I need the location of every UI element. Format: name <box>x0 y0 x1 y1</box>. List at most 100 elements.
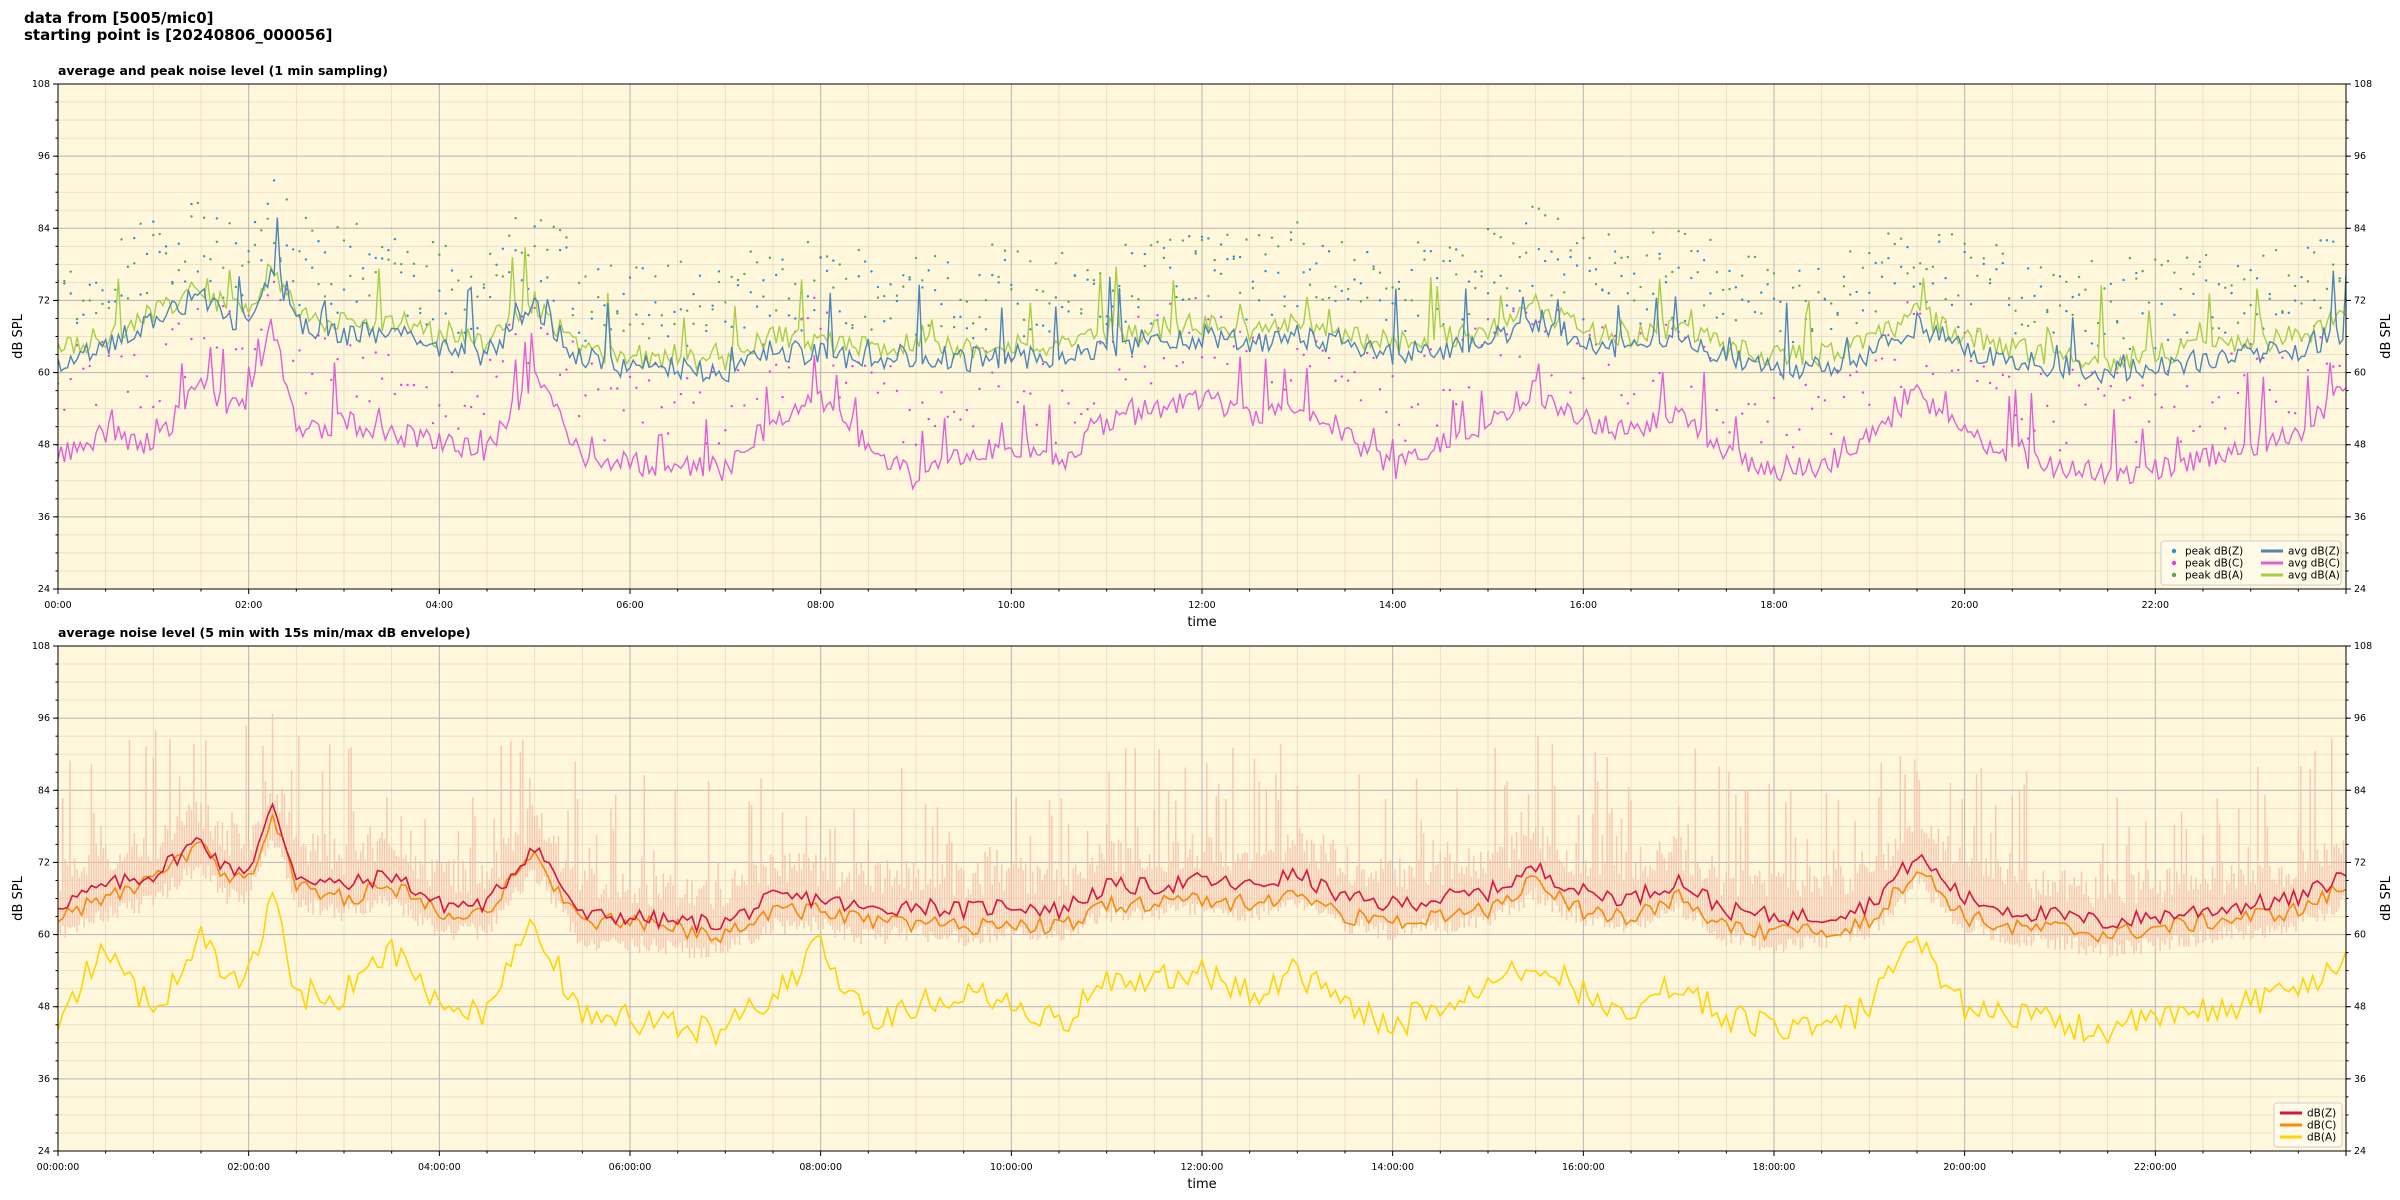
peak-point <box>1524 222 1528 225</box>
peak-point <box>1696 249 1699 253</box>
peak-point <box>323 251 327 254</box>
peak-point <box>2128 396 2132 399</box>
peak-point <box>1149 244 1153 247</box>
peak-point <box>330 302 333 306</box>
peak-point <box>1976 379 1979 383</box>
peak-point <box>1461 254 1464 257</box>
peak-point <box>2224 427 2227 430</box>
y-tick-label: 48 <box>38 1002 50 1013</box>
peak-point <box>1346 287 1350 291</box>
peak-point <box>126 390 130 394</box>
peak-point <box>2033 294 2036 298</box>
peak-point <box>469 405 473 409</box>
peak-point <box>120 238 123 241</box>
peak-point <box>69 292 72 295</box>
peak-point <box>482 283 486 286</box>
peak-point <box>755 305 759 308</box>
peak-point <box>387 248 390 252</box>
peak-point <box>806 295 810 298</box>
start-line: starting point is [20240806_000056] <box>24 26 333 44</box>
peak-point <box>431 318 435 321</box>
peak-point <box>1175 364 1178 368</box>
y-tick-label-right: 84 <box>2354 785 2366 796</box>
peak-point <box>616 387 619 390</box>
peak-point <box>419 307 422 310</box>
peak-point <box>94 311 98 315</box>
peak-point <box>1785 433 1788 437</box>
legend-label: avg dB(A) <box>2288 570 2340 582</box>
peak-point <box>743 272 746 276</box>
peak-point <box>1137 306 1140 309</box>
peak-point <box>228 222 231 225</box>
peak-point <box>1118 284 1121 288</box>
peak-point <box>711 370 714 374</box>
peak-point <box>1213 269 1216 272</box>
peak-point <box>1836 313 1839 317</box>
peak-point <box>183 376 187 379</box>
peak-point <box>406 314 409 317</box>
peak-point <box>1054 441 1058 445</box>
peak-point <box>1652 379 1655 382</box>
peak-point <box>749 250 752 253</box>
peak-point <box>2007 303 2011 307</box>
peak-point <box>965 300 969 303</box>
y-tick-label-right: 48 <box>2354 1002 2366 1013</box>
x-tick-label: 00:00:00 <box>37 1162 80 1173</box>
peak-point <box>527 362 530 365</box>
peak-point <box>2071 368 2074 371</box>
peak-point <box>2065 309 2068 313</box>
peak-point <box>2332 263 2335 266</box>
peak-point <box>577 281 581 284</box>
peak-point <box>2192 292 2195 296</box>
peak-point <box>2135 440 2138 444</box>
y-axis-label: dB SPL <box>11 313 26 358</box>
peak-point <box>323 295 327 298</box>
peak-point <box>2249 303 2252 307</box>
peak-point <box>2319 306 2322 310</box>
data-layer <box>58 713 2346 1047</box>
y-tick-label-right: 60 <box>2354 368 2366 379</box>
peak-point <box>2090 259 2093 263</box>
peak-point <box>660 324 663 327</box>
peak-point <box>2141 312 2144 315</box>
peak-point <box>336 357 339 361</box>
peak-point <box>832 259 835 262</box>
peak-point <box>1772 272 1776 275</box>
peak-point <box>1601 326 1604 329</box>
peak-point <box>1181 239 1185 242</box>
peak-point <box>406 250 409 254</box>
peak-point <box>234 242 238 245</box>
peak-point <box>825 255 829 258</box>
peak-point <box>1448 246 1452 249</box>
peak-point <box>1226 257 1229 261</box>
peak-point <box>825 269 829 273</box>
y-tick-label-right: 60 <box>2354 930 2366 941</box>
peak-point <box>755 397 759 401</box>
peak-point <box>1041 290 1045 293</box>
peak-point <box>1798 428 1801 431</box>
peak-point <box>1277 245 1280 248</box>
peak-point <box>304 392 308 395</box>
peak-point <box>857 275 860 278</box>
y-tick-label-right: 108 <box>2354 79 2372 90</box>
peak-point <box>164 343 168 346</box>
peak-point <box>514 332 517 336</box>
peak-point <box>438 289 441 292</box>
peak-point <box>1385 410 1388 414</box>
peak-point <box>2135 277 2138 280</box>
peak-point <box>2103 394 2106 397</box>
peak-point <box>1486 227 1490 231</box>
peak-point <box>1029 392 1032 395</box>
peak-point <box>1416 241 1420 244</box>
peak-point <box>908 275 911 279</box>
peak-point <box>565 368 568 371</box>
peak-point <box>1938 233 1941 237</box>
peak-point <box>1861 309 1865 312</box>
peak-point <box>895 294 899 297</box>
peak-point <box>1124 243 1127 247</box>
peak-point <box>241 264 244 267</box>
peak-point <box>1588 333 1591 337</box>
peak-point <box>940 324 943 328</box>
peak-point <box>285 244 288 247</box>
peak-point <box>1918 312 1922 315</box>
